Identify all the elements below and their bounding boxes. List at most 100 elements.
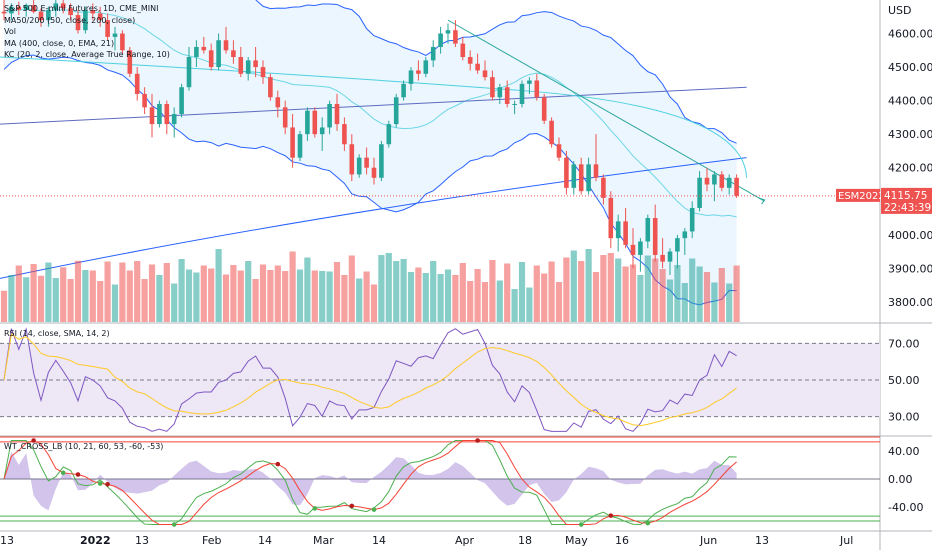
candle-body xyxy=(112,33,118,37)
volume-bar xyxy=(23,277,30,322)
candle-body xyxy=(712,174,717,185)
volume-bar xyxy=(141,279,148,322)
legend-ma50-200[interactable]: MA50/200 (50, close, 200, close) xyxy=(4,15,136,25)
rsi-tick-label: 30.00 xyxy=(888,411,920,424)
wt-cross-pane xyxy=(0,436,880,527)
wt-cross-dot xyxy=(475,438,480,443)
main-legend: S&P 500 E-mini Futures, 1D, CME_MINI MA5… xyxy=(4,3,170,61)
volume-bar xyxy=(326,271,333,322)
rsi-line xyxy=(3,327,737,432)
volume-bar xyxy=(696,266,703,322)
candle-body xyxy=(216,40,221,68)
wt-cross-dot xyxy=(645,520,651,526)
volume-bar xyxy=(222,274,230,322)
volume-bar xyxy=(400,259,407,322)
volume-bar xyxy=(637,275,644,322)
volume-bar xyxy=(134,261,141,322)
volume-bar xyxy=(156,275,163,322)
wt-legend[interactable]: WT_CROSS_LB (10, 21, 60, 53, -60, -53) xyxy=(4,441,163,453)
main-price-pane xyxy=(0,0,880,322)
legend-symbol[interactable]: S&P 500 E-mini Futures, 1D, CME_MINI xyxy=(4,4,159,13)
candle-body xyxy=(290,127,295,158)
wt2-line xyxy=(3,439,737,525)
candle-body xyxy=(734,177,739,196)
candle-body xyxy=(149,107,155,125)
candle-body xyxy=(1,11,7,14)
candle-body xyxy=(356,157,362,175)
wt-cross-dot xyxy=(105,482,110,487)
wt-cross-dot xyxy=(75,472,81,477)
candle-body xyxy=(297,134,303,158)
candle-body xyxy=(697,177,702,208)
candle-body xyxy=(504,87,510,104)
candle-body xyxy=(608,197,614,239)
price-tick-label: 4600.00 xyxy=(888,28,932,41)
candle-body xyxy=(541,97,547,121)
keltner-lower-line xyxy=(3,54,737,306)
volume-bar xyxy=(541,273,548,322)
time-tick-label: 13 xyxy=(755,534,769,547)
volume-bar xyxy=(726,283,733,322)
volume-bar xyxy=(585,249,592,322)
rsi-pane xyxy=(0,327,880,432)
candle-body xyxy=(349,144,355,175)
time-axis: 13 2022 13 Feb 14 Mar 14 Apr 18 May 16 Jun 13 Jul xyxy=(0,534,853,547)
time-tick-label: 16 xyxy=(615,534,629,547)
candle-body xyxy=(282,107,288,128)
candle-body xyxy=(430,46,436,61)
volume-bar xyxy=(430,261,437,322)
keltner-upper-line xyxy=(254,0,737,144)
candle-body xyxy=(334,103,340,125)
volume-bar xyxy=(385,253,392,322)
price-tick-label: 4400.00 xyxy=(888,95,932,108)
volume-bar xyxy=(282,271,289,322)
volume-bar xyxy=(230,265,237,322)
time-tick-label: Jun xyxy=(699,534,717,547)
candle-body xyxy=(275,97,281,108)
candle-body xyxy=(682,231,688,239)
wt-cross-dot xyxy=(171,522,177,527)
volume-bar xyxy=(592,272,600,322)
volume-bar xyxy=(200,265,207,322)
rsi-legend[interactable]: RSI (14, close, SMA, 14, 2) xyxy=(4,328,110,340)
volume-bar xyxy=(67,279,74,322)
volume-bar xyxy=(452,275,459,322)
wt-tick-label: 40.00 xyxy=(888,445,920,458)
legend-ma400[interactable]: MA (400, close, 0, EMA, 21) xyxy=(4,38,115,48)
volume-bar xyxy=(0,290,8,322)
volume-bar xyxy=(363,271,370,322)
volume-bar xyxy=(600,255,607,322)
volume-bar xyxy=(674,265,681,322)
candle-body xyxy=(719,174,725,188)
volume-bar xyxy=(237,270,244,322)
candle-body xyxy=(497,87,503,98)
candle-body xyxy=(83,10,88,31)
time-tick-label: 14 xyxy=(258,534,272,547)
volume-bar xyxy=(607,253,614,322)
volume-bar xyxy=(15,265,22,322)
candle-body xyxy=(342,124,347,145)
volume-bar xyxy=(629,264,637,322)
volume-bar xyxy=(526,287,533,322)
volume-bar xyxy=(703,272,711,322)
wt-tick-label: 0.00 xyxy=(888,473,913,486)
volume-bar xyxy=(370,284,378,322)
wt-cross-dot xyxy=(31,438,36,443)
candle-body xyxy=(105,20,110,37)
trend-arrow-icon xyxy=(758,197,766,205)
candle-body xyxy=(401,83,406,98)
symbol-tag-label: ESM2022 xyxy=(838,191,885,202)
candle-body xyxy=(630,244,636,255)
volume-bar xyxy=(97,281,104,322)
time-tick-label: Apr xyxy=(455,534,475,547)
legend-volume[interactable]: Vol xyxy=(4,27,16,36)
currency-label: USD xyxy=(888,4,912,17)
candle-body xyxy=(549,120,554,145)
candle-body xyxy=(564,157,569,188)
candle-body xyxy=(38,11,44,21)
wt-cross-dot xyxy=(371,507,377,512)
candle-body xyxy=(68,8,73,16)
legend-kc[interactable]: KC (20, 2, close, Average True Range, 10… xyxy=(4,50,170,59)
candle-body xyxy=(460,43,466,58)
